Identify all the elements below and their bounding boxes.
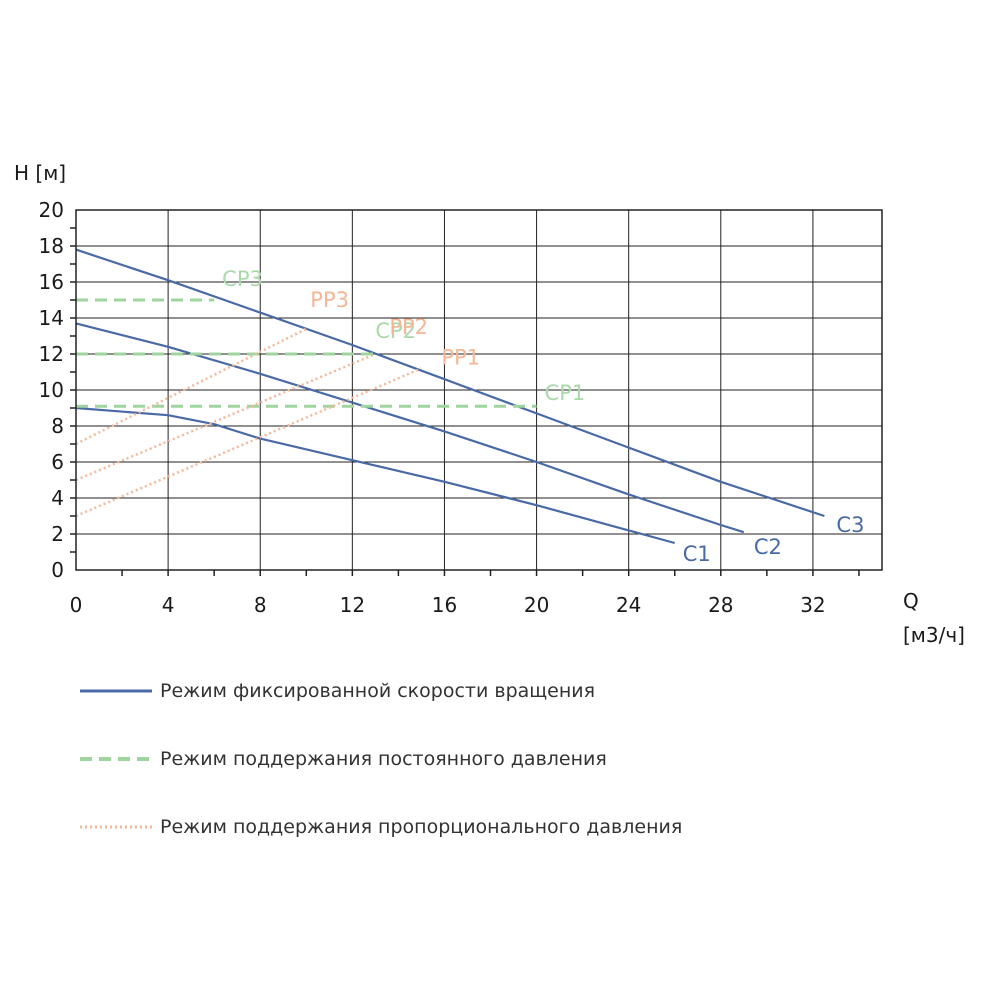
- x-axis-unit: [м3/ч]: [903, 623, 965, 647]
- series-line-c3: [75, 248, 825, 518]
- legend-swatch-constant: [80, 757, 152, 761]
- legend-item-constant: Режим поддержания постоянного давления: [78, 748, 607, 770]
- x-tick-label: 8: [254, 593, 267, 617]
- x-tick-label: 4: [162, 593, 175, 617]
- series-label-pp2: PP2: [389, 315, 428, 339]
- legend-swatch-fixed: [80, 689, 152, 693]
- legend-item-proportional: Режим поддержания пропорционального давл…: [78, 816, 682, 838]
- x-tick-label: 24: [616, 593, 641, 617]
- grid: [76, 210, 882, 570]
- series-line-pp2: [75, 352, 376, 482]
- series-line-c1: [75, 406, 675, 545]
- x-tick-label: 20: [524, 593, 549, 617]
- y-tick-label: 18: [39, 234, 64, 258]
- series-label-pp3: PP3: [310, 288, 349, 312]
- y-tick-label: 20: [39, 198, 64, 222]
- y-axis-label: H [м]: [14, 161, 66, 185]
- legend-swatch-proportional: [80, 825, 152, 829]
- series-label-cp1: CP1: [545, 381, 586, 405]
- y-tick-label: 6: [51, 450, 64, 474]
- y-tick-label: 12: [39, 342, 64, 366]
- y-tick-label: 4: [51, 486, 64, 510]
- x-tick-label: 0: [70, 593, 83, 617]
- curve-labels: C1 C2 C3 CP1 CP2 CP3 PP1 PP2 PP3: [222, 267, 864, 566]
- series-label-cp2: CP2: [375, 319, 416, 343]
- y-tick-label: 14: [39, 306, 64, 330]
- x-tick-label: 12: [340, 593, 365, 617]
- x-tick-label: 28: [708, 593, 733, 617]
- legend-label-constant: Режим поддержания постоянного давления: [160, 748, 607, 770]
- series-line-c2: [75, 322, 745, 534]
- x-axis-label: Q: [903, 589, 919, 613]
- series-label-c2: C2: [754, 535, 782, 559]
- series-label-c1: C1: [683, 542, 711, 566]
- x-tick-label: 32: [800, 593, 825, 617]
- y-tick-label: 8: [51, 414, 64, 438]
- series-line-pp3: [75, 327, 307, 446]
- series-label-pp1: PP1: [441, 345, 480, 369]
- series-group: [75, 248, 825, 545]
- y-tick-label: 0: [51, 558, 64, 582]
- y-tick-label: 2: [51, 522, 64, 546]
- y-tick-label: 16: [39, 270, 64, 294]
- x-tick-label: 16: [432, 593, 457, 617]
- series-label-cp3: CP3: [222, 267, 263, 291]
- series-line-pp1: [75, 367, 422, 518]
- legend-item-fixed: Режим фиксированной скорости вращения: [78, 680, 595, 702]
- legend-label-proportional: Режим поддержания пропорционального давл…: [160, 816, 683, 838]
- series-label-c3: C3: [836, 513, 864, 537]
- y-tick-label: 10: [39, 378, 64, 402]
- legend-label-fixed: Режим фиксированной скорости вращения: [160, 680, 596, 702]
